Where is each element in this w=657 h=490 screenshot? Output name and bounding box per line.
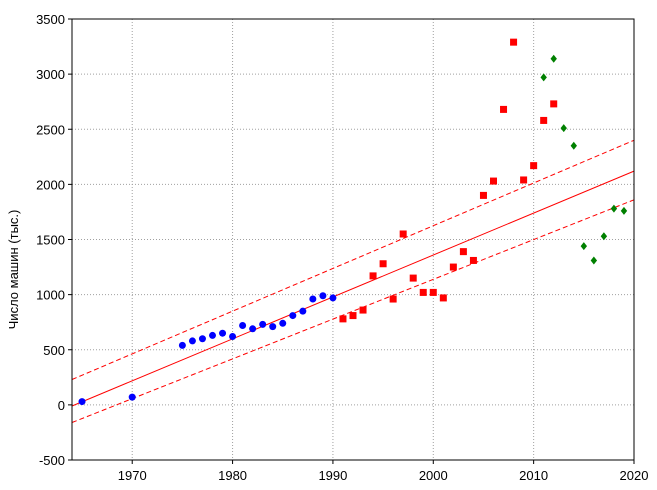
point-circle bbox=[279, 319, 287, 327]
point-square bbox=[349, 312, 357, 320]
point-diamond bbox=[620, 206, 628, 215]
point-square bbox=[449, 263, 457, 271]
point-square bbox=[379, 260, 387, 268]
point-circle bbox=[178, 341, 186, 349]
point-circle bbox=[319, 292, 327, 300]
y-tick-label: -500 bbox=[39, 453, 65, 468]
point-circle bbox=[299, 307, 307, 315]
y-tick-label: 1500 bbox=[36, 233, 65, 248]
y-tick-label: 3000 bbox=[36, 67, 65, 82]
point-circle bbox=[329, 294, 337, 302]
fit-lower-bound bbox=[71, 199, 635, 423]
x-tick-label: 1980 bbox=[218, 468, 247, 483]
point-square bbox=[500, 105, 508, 113]
fit-upper-bound bbox=[71, 139, 635, 380]
axis-ticks: 1970 1980 1990 2000 2010 2020 -500 0 500 1000 1500… bbox=[36, 12, 648, 483]
point-square bbox=[399, 230, 407, 238]
point-circle bbox=[289, 312, 297, 320]
point-diamond bbox=[600, 232, 608, 241]
point-square bbox=[530, 162, 538, 170]
point-square bbox=[459, 248, 467, 256]
point-circle bbox=[128, 393, 136, 401]
point-square bbox=[409, 274, 417, 282]
point-diamond bbox=[540, 73, 547, 82]
point-square bbox=[469, 256, 477, 264]
y-tick-label: 2500 bbox=[36, 122, 65, 137]
y-tick-label: 2000 bbox=[36, 177, 65, 192]
x-tick-label: 2000 bbox=[419, 468, 448, 483]
fit-line bbox=[71, 170, 635, 407]
point-square bbox=[389, 295, 397, 303]
point-circle bbox=[209, 331, 216, 339]
gridlines bbox=[72, 19, 634, 460]
point-square bbox=[369, 272, 377, 280]
y-axis-label: Число машин (тыс.) bbox=[6, 210, 21, 330]
point-diamond bbox=[560, 124, 567, 133]
x-tick-label: 2010 bbox=[519, 468, 548, 483]
point-diamond bbox=[590, 256, 598, 265]
point-square bbox=[490, 177, 497, 185]
point-diamond bbox=[610, 204, 618, 213]
point-diamond bbox=[550, 54, 557, 63]
point-circle bbox=[219, 329, 227, 337]
point-circle bbox=[249, 325, 257, 333]
point-circle bbox=[239, 321, 247, 329]
point-square bbox=[339, 315, 347, 323]
data-points bbox=[78, 38, 628, 406]
point-circle bbox=[229, 333, 237, 341]
x-tick-label: 1970 bbox=[118, 468, 147, 483]
point-circle bbox=[309, 295, 317, 303]
point-square bbox=[439, 294, 447, 302]
point-diamond bbox=[580, 242, 588, 251]
point-square bbox=[419, 288, 427, 296]
y-tick-label: 500 bbox=[43, 343, 65, 358]
point-square bbox=[479, 191, 487, 199]
point-square bbox=[550, 100, 558, 108]
x-tick-label: 2020 bbox=[620, 468, 649, 483]
x-tick-label: 1990 bbox=[318, 468, 347, 483]
regression-lines bbox=[71, 139, 635, 423]
point-circle bbox=[188, 337, 196, 345]
point-square bbox=[540, 116, 548, 124]
point-square bbox=[510, 38, 518, 46]
point-circle bbox=[259, 320, 267, 328]
point-circle bbox=[269, 323, 277, 331]
point-circle bbox=[78, 398, 86, 406]
y-tick-label: 0 bbox=[58, 398, 65, 413]
point-square bbox=[520, 176, 528, 184]
y-tick-label: 1000 bbox=[36, 288, 65, 303]
point-square bbox=[429, 288, 437, 296]
point-square bbox=[359, 306, 367, 314]
point-diamond bbox=[570, 141, 577, 150]
point-circle bbox=[198, 335, 206, 343]
y-tick-label: 3500 bbox=[36, 12, 65, 27]
